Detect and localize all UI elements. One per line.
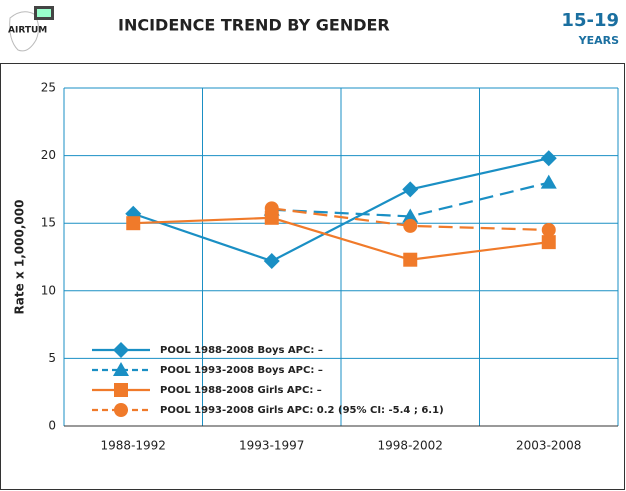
legend-label: POOL 1993-2008 Boys APC: – <box>160 365 323 376</box>
legend-label: POOL 1993-2008 Girls APC: 0.2 (95% CI: -… <box>160 405 444 416</box>
marker-square <box>541 235 556 250</box>
y-tick-label: 15 <box>41 216 56 230</box>
legend-marker <box>114 383 128 397</box>
logo: AIRTUM <box>8 6 54 52</box>
y-tick-label: 20 <box>41 148 56 162</box>
legend-label: POOL 1988-2008 Boys APC: – <box>160 345 323 356</box>
marker-circle <box>541 222 556 237</box>
marker-diamond <box>402 181 419 198</box>
x-tick-label: 1998-2002 <box>378 439 443 453</box>
marker-diamond <box>263 253 280 270</box>
series-line <box>133 216 549 261</box>
marker-diamond <box>540 150 557 167</box>
marker-circle <box>403 218 418 233</box>
age-range: 15-19 <box>561 10 619 31</box>
frame <box>0 63 625 490</box>
logo-text: AIRTUM <box>8 26 47 36</box>
logo-map <box>9 11 40 52</box>
marker-square <box>403 252 418 267</box>
y-axis-label: Rate x 1,000,000 <box>13 200 27 315</box>
logo-screen-inner <box>37 9 51 17</box>
page-title: INCIDENCE TREND BY GENDER <box>118 16 390 35</box>
marker-circle <box>264 201 279 216</box>
legend-label: POOL 1988-2008 Girls APC: – <box>160 385 322 396</box>
age-unit: YEARS <box>578 34 619 47</box>
marker-triangle <box>540 174 557 189</box>
y-tick-label: 10 <box>41 283 56 297</box>
series-line <box>132 157 549 263</box>
y-tick-label: 5 <box>48 351 56 365</box>
marker-triangle <box>402 208 419 223</box>
legend-marker <box>113 342 129 358</box>
marker-square <box>126 216 141 231</box>
x-tick-label: 1988-1992 <box>101 439 166 453</box>
x-tick-label: 1993-1997 <box>239 439 304 453</box>
y-tick-label: 25 <box>41 81 56 95</box>
legend-marker <box>114 403 128 417</box>
y-tick-label: 0 <box>48 419 56 433</box>
legend-marker <box>113 362 129 376</box>
x-tick-label: 2003-2008 <box>516 439 581 453</box>
